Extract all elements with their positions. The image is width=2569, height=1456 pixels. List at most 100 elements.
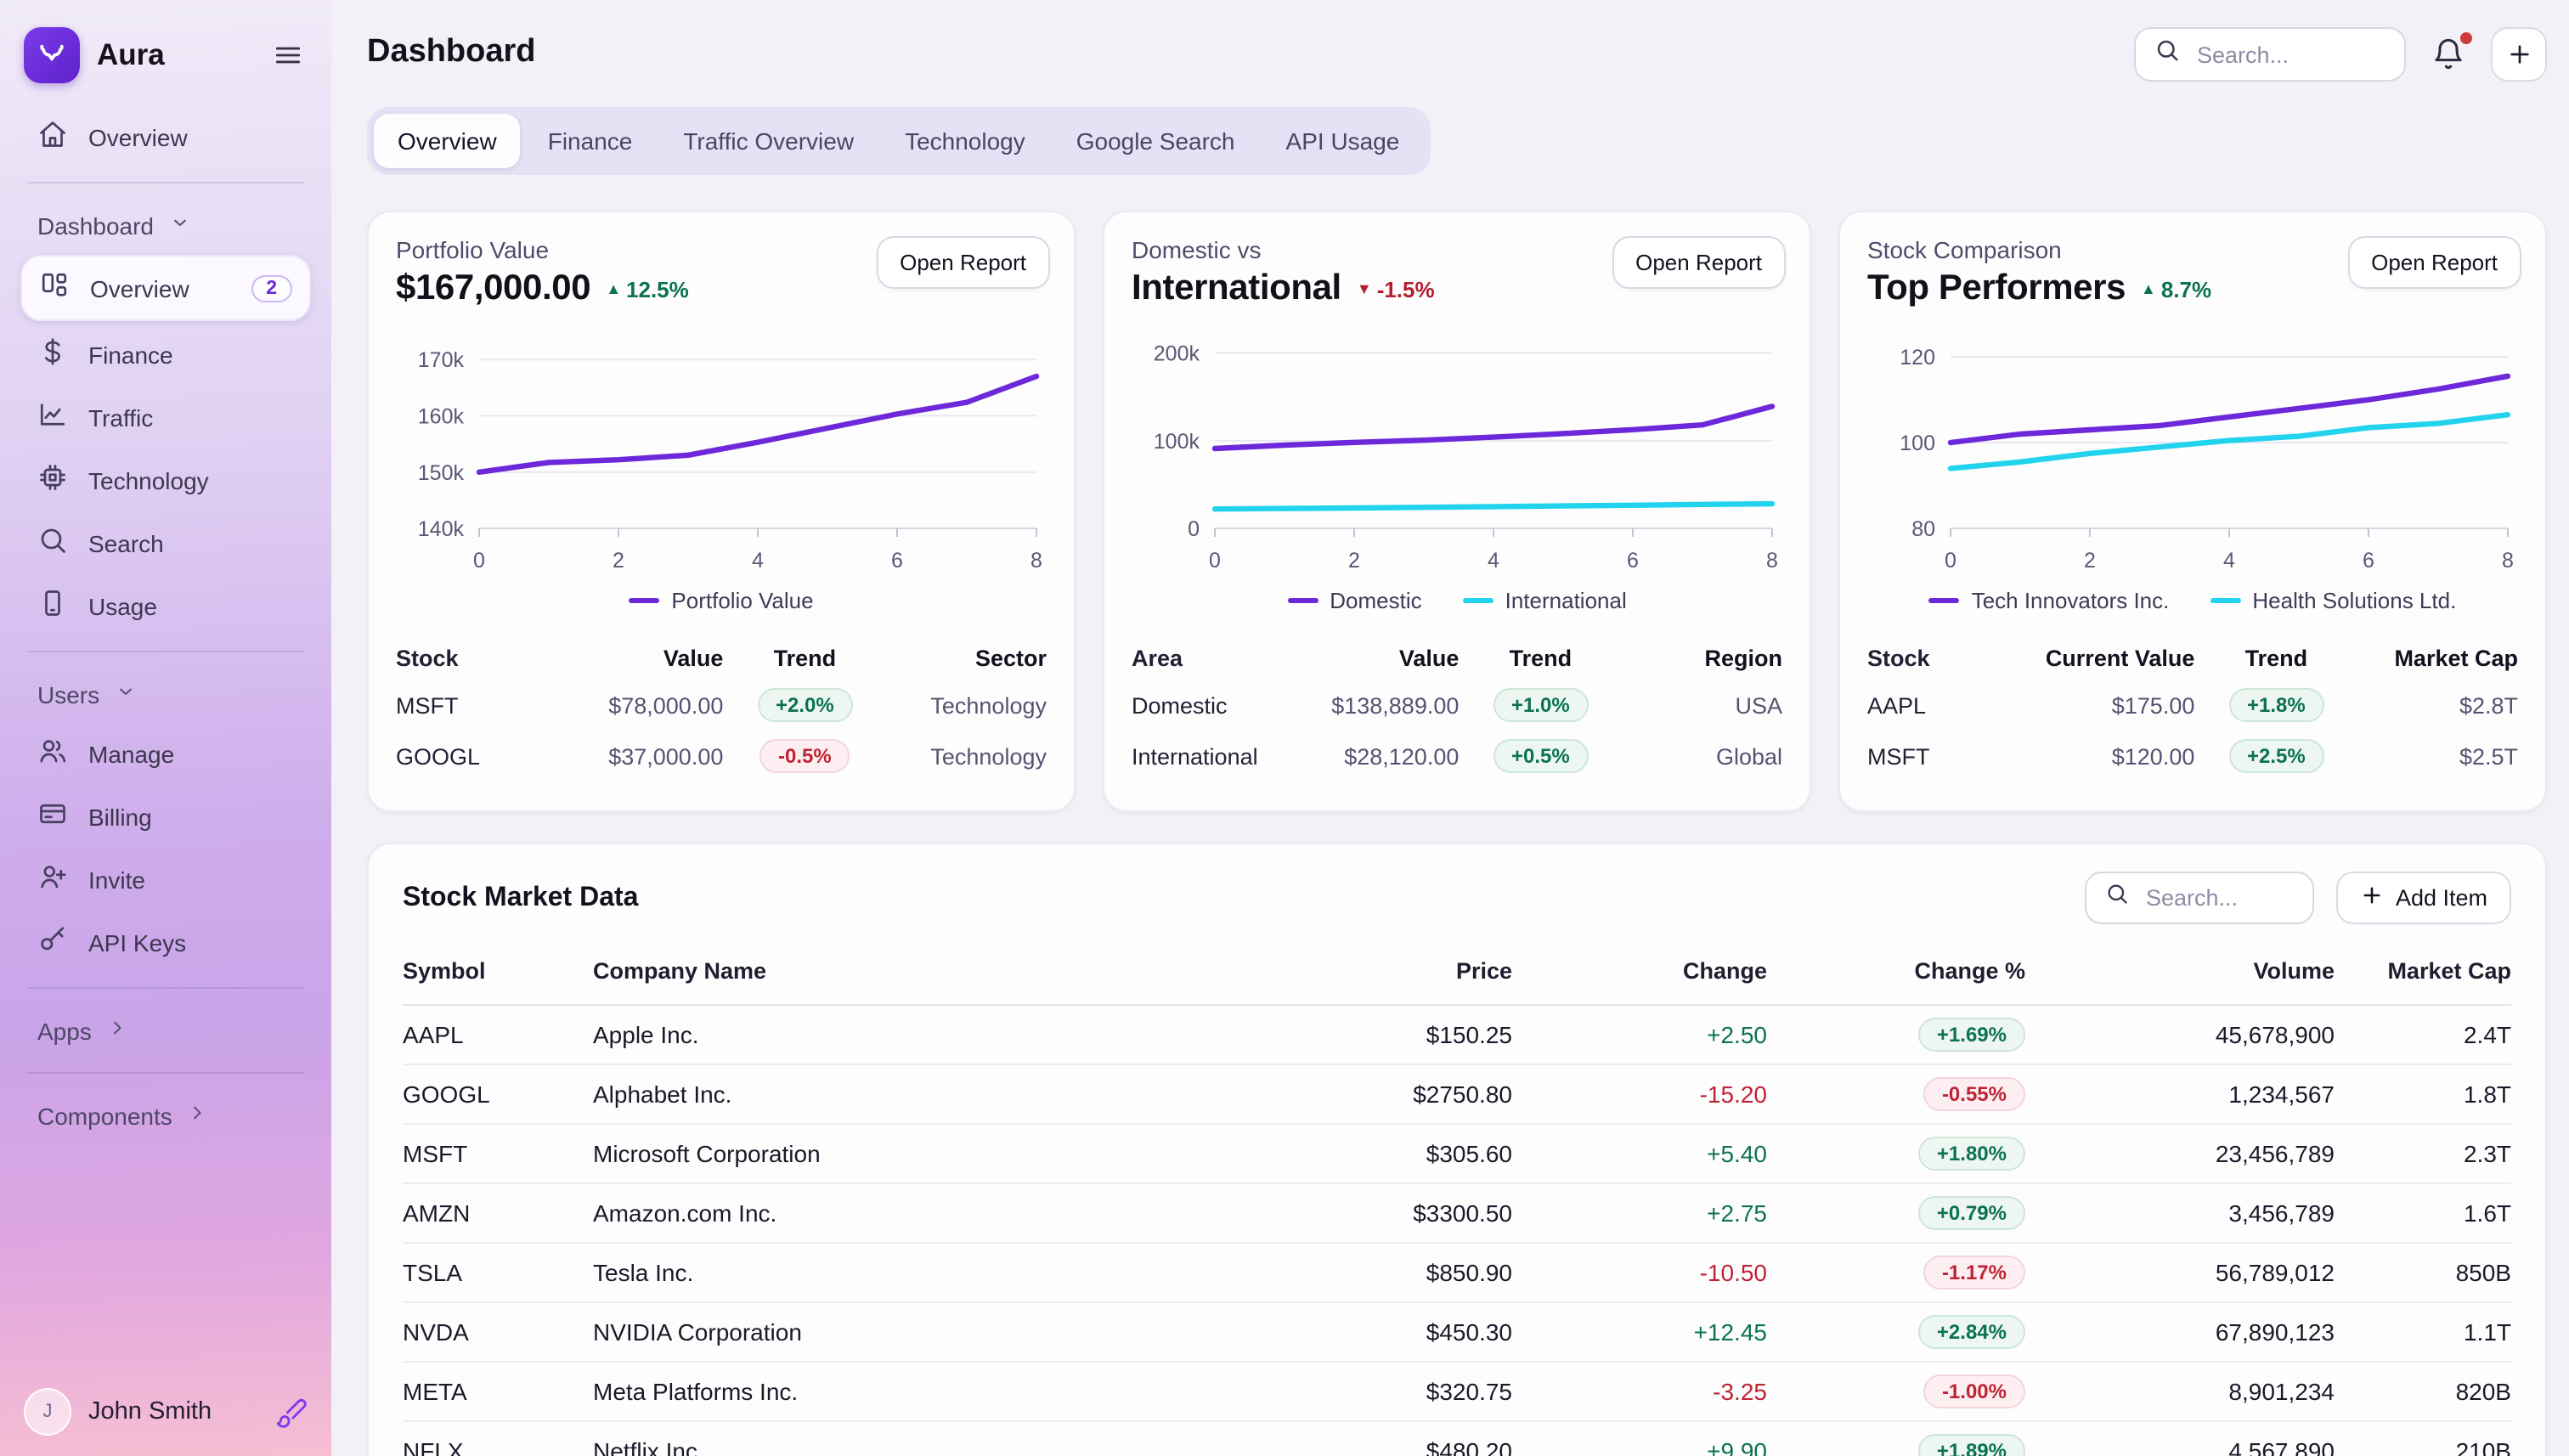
card-table-header: Area Value Trend Region <box>1132 646 1782 671</box>
divider <box>27 651 304 652</box>
sidebar-link-apps[interactable]: Apps <box>20 1004 311 1057</box>
card-table-row[interactable]: Domestic $138,889.00 +1.0% USA <box>1132 680 1782 731</box>
trend-pill: +1.8% <box>2228 688 2324 722</box>
delta-up: ▲ 12.5% <box>606 276 689 302</box>
table-row-googl[interactable]: GOOGL Alphabet Inc. $2750.80 -15.20 -0.5… <box>403 1065 2511 1125</box>
cell-company: Tesla Inc. <box>593 1259 694 1286</box>
credit-card-icon <box>37 799 68 834</box>
market-actions: Add Item <box>2084 872 2511 924</box>
sidebar-item-manage[interactable]: Manage <box>20 724 311 783</box>
cell-company: Microsoft Corporation <box>593 1140 821 1167</box>
open-report-button[interactable]: Open Report <box>876 236 1050 289</box>
chart-legend: Tech Innovators Inc. Health Solutions Ltd… <box>1867 588 2518 613</box>
sidebar-item-api-keys[interactable]: API Keys <box>20 912 311 972</box>
section-label-dashboard[interactable]: Dashboard <box>20 199 311 251</box>
svg-text:100k: 100k <box>1154 430 1200 454</box>
tab-google-search[interactable]: Google Search <box>1053 114 1259 168</box>
global-search[interactable] <box>2134 27 2406 82</box>
sidebar-item-traffic[interactable]: Traffic <box>20 387 311 447</box>
card-table-row[interactable]: MSFT $120.00 +2.5% $2.5T <box>1867 731 2518 782</box>
trend-pill: -1.00% <box>1923 1374 2025 1408</box>
card-table-row[interactable]: International $28,120.00 +0.5% Global <box>1132 731 1782 782</box>
sidebar-item-finance[interactable]: Finance <box>20 324 311 384</box>
aura-logo-icon <box>24 27 80 83</box>
sidebar-item-invite[interactable]: Invite <box>20 849 311 909</box>
sidebar-item-overview[interactable]: Overview 2 <box>20 255 311 321</box>
sidebar-link-components[interactable]: Components <box>20 1089 311 1142</box>
trend-pill: +0.79% <box>1917 1196 2025 1230</box>
card-table: Area Value Trend Region Domestic $138,889.00… <box>1132 637 1782 782</box>
table-search-input[interactable] <box>2142 883 2294 912</box>
sidebar-item-usage[interactable]: Usage <box>20 576 311 635</box>
user-row[interactable]: J John Smith <box>24 1388 308 1436</box>
cell-change-pct: +1.80% <box>1767 1137 2025 1171</box>
add-button[interactable] <box>2491 27 2547 82</box>
table-search[interactable] <box>2084 872 2314 924</box>
cell-volume: 56,789,012 <box>2215 1259 2335 1286</box>
card-table: Stock Current Value Trend Market Cap AAPL $1… <box>1867 637 2518 782</box>
card-headline: International <box>1132 268 1341 308</box>
table-row-aapl[interactable]: AAPL Apple Inc. $150.25 +2.50 +1.69% 45,… <box>403 1006 2511 1065</box>
card-table-row[interactable]: MSFT $78,000.00 +2.0% Technology <box>396 680 1047 731</box>
legend-swatch <box>1287 597 1318 604</box>
add-item-button[interactable]: Add Item <box>2335 872 2511 924</box>
cell-symbol: AAPL <box>403 1021 464 1048</box>
notifications-button[interactable] <box>2428 32 2472 75</box>
table-row-msft[interactable]: MSFT Microsoft Corporation $305.60 +5.40… <box>403 1125 2511 1184</box>
open-report-button[interactable]: Open Report <box>1612 236 1786 289</box>
tab-traffic-overview[interactable]: Traffic Overview <box>659 114 878 168</box>
delta-down: ▼ -1.5% <box>1356 276 1435 302</box>
sidebar-item-billing[interactable]: Billing <box>20 787 311 846</box>
table-row-meta[interactable]: META Meta Platforms Inc. $320.75 -3.25 -… <box>403 1363 2511 1422</box>
notification-dot <box>2460 32 2472 44</box>
svg-text:80: 80 <box>1911 517 1935 541</box>
table-row-amzn[interactable]: AMZN Amazon.com Inc. $3300.50 +2.75 +0.7… <box>403 1184 2511 1244</box>
table-row-nvda[interactable]: NVDA NVIDIA Corporation $450.30 +12.45 +… <box>403 1303 2511 1363</box>
card-table-row[interactable]: AAPL $175.00 +1.8% $2.8T <box>1867 680 2518 731</box>
cell-price: $2750.80 <box>1413 1081 1512 1108</box>
section-label-users[interactable]: Users <box>20 668 311 720</box>
search-icon <box>2154 37 2180 71</box>
cell-market-cap: 210B <box>2455 1437 2511 1456</box>
cell-price: $320.75 <box>1426 1378 1512 1405</box>
cell-market-cap: 850B <box>2455 1259 2511 1286</box>
stat-cards-row: Portfolio Value $167,000.00 ▲ 12.5% Open … <box>367 211 2547 812</box>
line-chart: 120 100 80 0 2 4 6 8 <box>1900 346 2514 573</box>
trend-pill: +1.69% <box>1917 1018 2025 1052</box>
legend-item: Health Solutions Ltd. <box>2210 588 2456 613</box>
plus-icon <box>2360 883 2384 912</box>
stat-card-stock-comparison: Stock Comparison Top Performers ▲ 8.7% Op… <box>1838 211 2547 812</box>
svg-text:8: 8 <box>1766 549 1778 573</box>
cell-change: +5.40 <box>1707 1140 1767 1167</box>
card-table-row[interactable]: GOOGL $37,000.00 -0.5% Technology <box>396 731 1047 782</box>
svg-text:2: 2 <box>613 549 624 573</box>
tab-api-usage[interactable]: API Usage <box>1262 114 1424 168</box>
market-title: Stock Market Data <box>403 883 639 911</box>
cell-change-pct: +1.89% <box>1767 1434 2025 1456</box>
sidebar-item-overview[interactable]: Overview <box>20 107 311 166</box>
global-search-input[interactable] <box>2194 40 2386 69</box>
open-report-button[interactable]: Open Report <box>2347 236 2521 289</box>
cell-change: -15.20 <box>1699 1081 1767 1108</box>
table-row-nflx[interactable]: NFLX Netflix Inc. $480.20 +9.90 +1.89% 4… <box>403 1422 2511 1456</box>
tab-finance[interactable]: Finance <box>524 114 657 168</box>
sidebar-item-technology[interactable]: Technology <box>20 450 311 510</box>
cell-volume: 45,678,900 <box>2215 1021 2335 1048</box>
sidebar-item-label: Technology <box>88 466 209 494</box>
traffic-chart-icon <box>37 399 68 435</box>
menu-icon[interactable] <box>268 36 308 75</box>
tab-technology[interactable]: Technology <box>881 114 1049 168</box>
legend-item: Domestic <box>1287 588 1422 613</box>
cell-change-pct: -1.00% <box>1767 1374 2025 1408</box>
cell-company: Apple Inc. <box>593 1021 699 1048</box>
home-icon <box>37 119 68 155</box>
legend-swatch <box>629 597 660 604</box>
badge: 2 <box>251 274 292 302</box>
brush-icon[interactable] <box>275 1396 308 1428</box>
table-row-tsla[interactable]: TSLA Tesla Inc. $850.90 -10.50 -1.17% 56… <box>403 1244 2511 1303</box>
tab-overview[interactable]: Overview <box>374 114 521 168</box>
sidebar-item-search[interactable]: Search <box>20 513 311 573</box>
cell-market-cap: 1.8T <box>2463 1081 2511 1108</box>
sidebar-item-label: Search <box>88 529 164 556</box>
